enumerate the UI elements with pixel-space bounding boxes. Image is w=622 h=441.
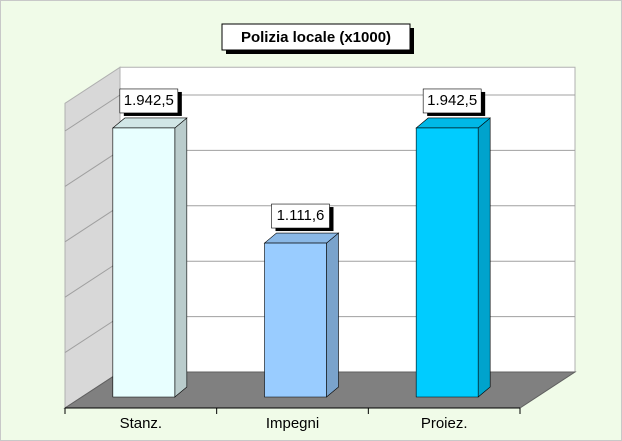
- x-tick-label: Impegni: [266, 415, 319, 432]
- bar-top: [112, 117, 188, 129]
- value-label: 1.942,5: [124, 92, 174, 109]
- value-label: 1.942,5: [427, 92, 477, 109]
- bar-side: [174, 117, 188, 398]
- bar-side: [326, 232, 339, 398]
- title-box: [221, 23, 411, 51]
- bar-top: [415, 117, 491, 129]
- back-wall: [119, 66, 576, 373]
- bar: [415, 117, 491, 398]
- value-label-box: [422, 88, 482, 114]
- bar: [112, 117, 188, 398]
- bar-front: [264, 242, 327, 398]
- side-wall: [64, 66, 121, 409]
- x-tick-label: Proiez.: [421, 415, 468, 432]
- chart-title: Polizia locale (x1000): [241, 29, 391, 46]
- value-label-box: [271, 203, 330, 229]
- x-tick-label: Stanz.: [120, 415, 163, 432]
- bar-side: [477, 117, 491, 398]
- bar-top: [263, 232, 340, 244]
- bar-front: [112, 127, 176, 398]
- value-label: 1.111,6: [277, 207, 325, 224]
- bar-front: [415, 127, 479, 398]
- bar: [263, 232, 340, 398]
- value-label-box: [119, 88, 179, 114]
